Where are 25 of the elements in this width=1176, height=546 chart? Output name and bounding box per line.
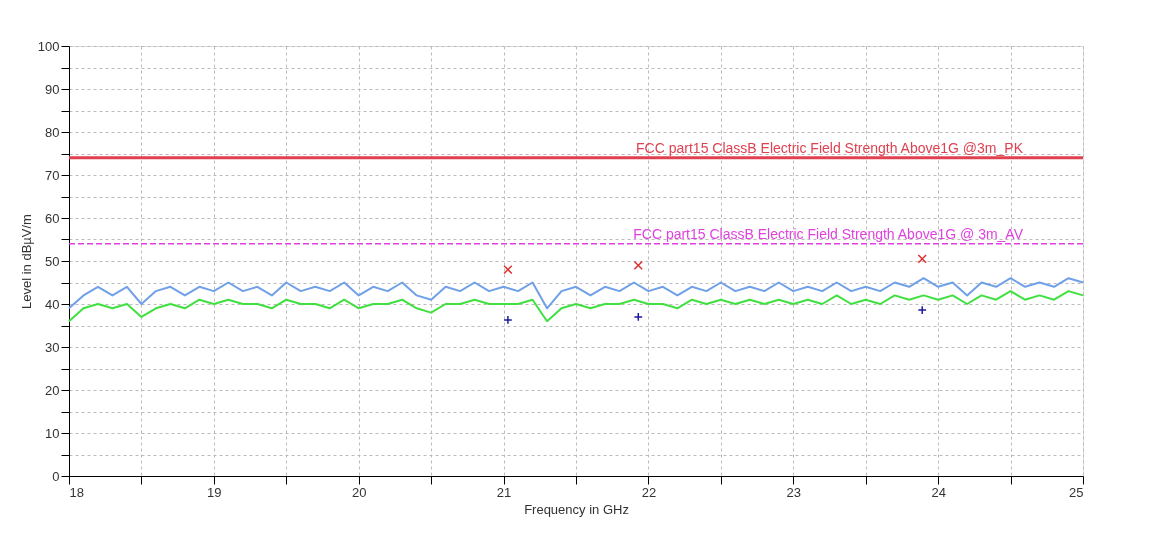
- y-tick-label: 10: [45, 425, 60, 441]
- x-tick-label: 20: [351, 484, 367, 500]
- x-tick-label: 22: [641, 484, 657, 500]
- y-tick-label: 90: [45, 81, 60, 97]
- x-tick-label: 23: [786, 484, 802, 500]
- x-axis-title: Frequency in GHz: [524, 501, 629, 517]
- y-tick-label: 100: [37, 38, 60, 54]
- x-tick-label: 24: [931, 484, 946, 500]
- x-tick-label: 21: [496, 484, 512, 500]
- x-tick-label: 25: [1069, 484, 1084, 500]
- ref-line-label: FCC part15 ClassB Electric Field Strength Above1G @ 3m_AV: [633, 225, 1024, 242]
- y-tick-label: 30: [45, 339, 60, 355]
- y-tick-label: 0: [52, 468, 60, 484]
- x-tick-label: 18: [69, 484, 84, 500]
- x-tick-label: 19: [207, 484, 222, 500]
- y-axis-title: Level in dBµV/m: [18, 214, 34, 309]
- y-tick-label: 70: [45, 167, 60, 183]
- ref-line-label: FCC part15 ClassB Electric Field Strength Above1G @3m_PK: [636, 139, 1024, 156]
- y-tick-label: 80: [45, 124, 60, 140]
- y-tick-label: 50: [45, 253, 60, 269]
- y-tick-label: 20: [45, 382, 60, 398]
- line-series: [68, 290, 1084, 323]
- line-series: [68, 277, 1084, 310]
- y-tick-label: 40: [45, 296, 60, 312]
- y-tick-label: 60: [45, 210, 60, 226]
